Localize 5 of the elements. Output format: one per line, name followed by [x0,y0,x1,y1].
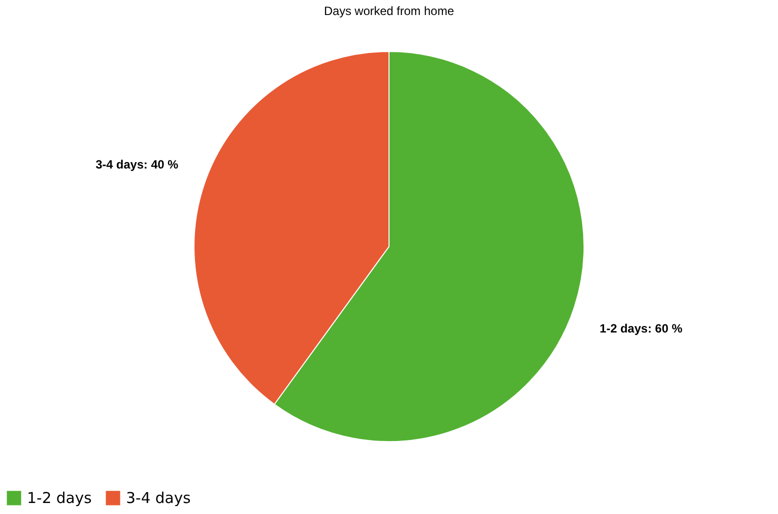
data-label: 3-4 days: 40 % [96,158,179,172]
chart-title: Days worked from home [324,4,454,18]
legend-label: 3-4 days [126,489,191,508]
legend-label: 1-2 days [27,489,92,508]
data-label: 1-2 days: 60 % [600,321,683,336]
